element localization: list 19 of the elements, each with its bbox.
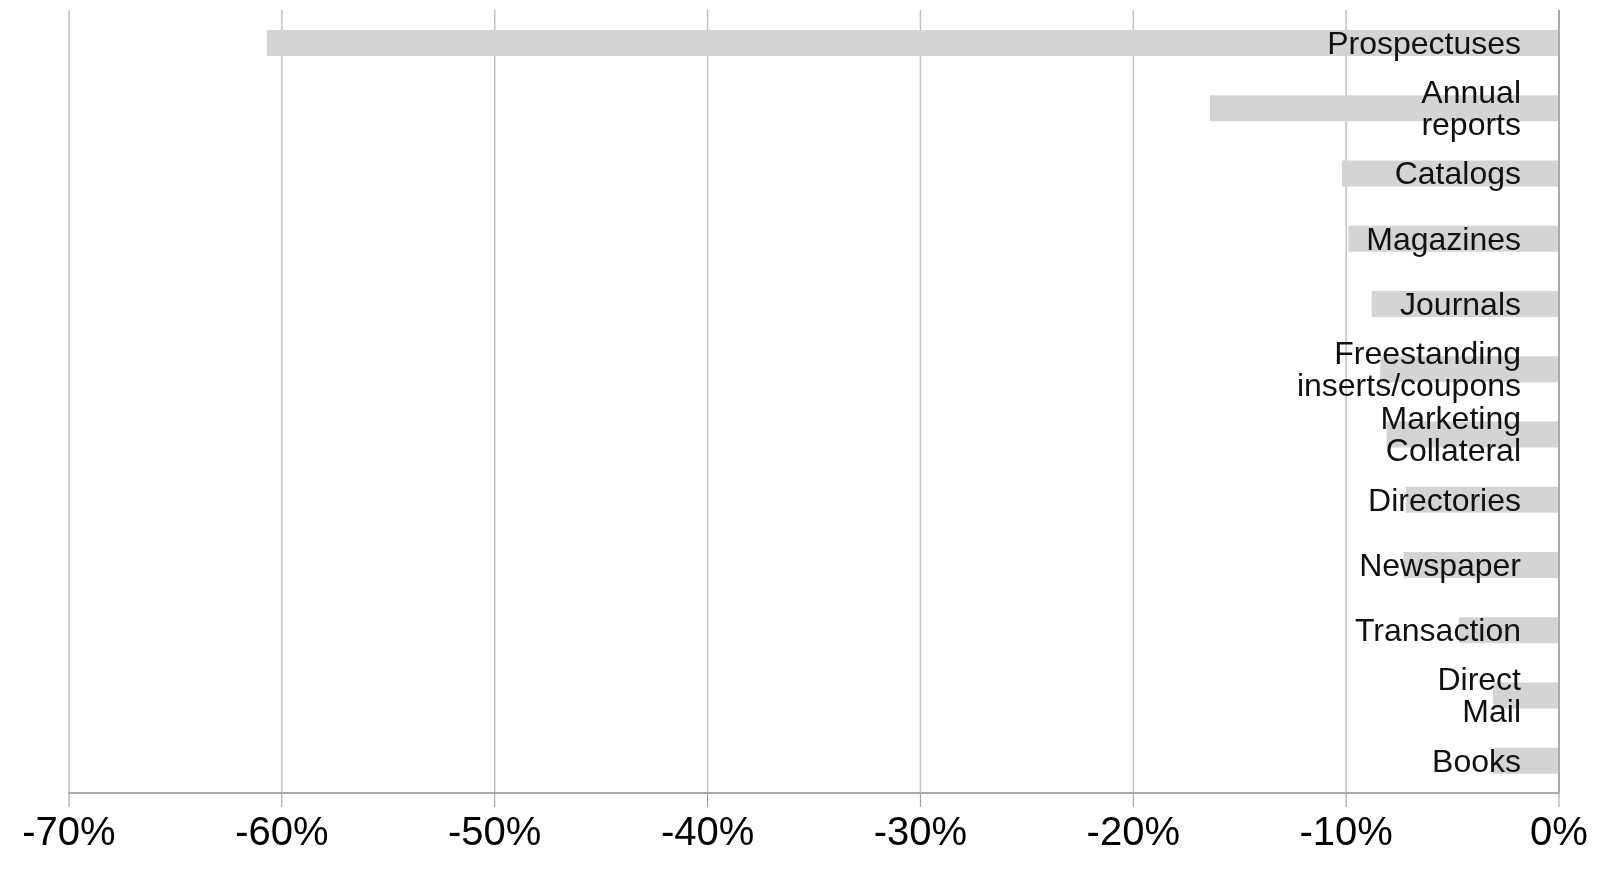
y-tick-label: Direct Mail bbox=[1437, 661, 1522, 730]
x-tick-label: -60% bbox=[235, 809, 329, 854]
x-tick-label: -10% bbox=[1299, 809, 1393, 854]
x-tick-label: -30% bbox=[873, 809, 968, 854]
x-tick-label: -40% bbox=[660, 809, 755, 854]
y-tick-label: Journals bbox=[1400, 285, 1521, 322]
x-tick-label: 0% bbox=[1530, 809, 1588, 854]
y-tick-label: Magazines bbox=[1366, 220, 1521, 257]
y-tick-label: Catalogs bbox=[1394, 155, 1521, 192]
x-tick-label: -20% bbox=[1086, 809, 1180, 854]
y-tick-label: Freestanding inserts/coupons bbox=[1296, 335, 1521, 404]
y-tick-label: Annual reports bbox=[1421, 74, 1521, 143]
y-tick-label: Directories bbox=[1368, 481, 1521, 518]
y-tick-label: Prospectuses bbox=[1327, 24, 1521, 61]
y-tick-label: Books bbox=[1432, 742, 1521, 779]
y-tick-label: Newspaper bbox=[1359, 546, 1522, 583]
x-tick-label: -50% bbox=[448, 809, 542, 854]
y-tick-label: Transaction bbox=[1355, 612, 1521, 649]
x-tick-label: -70% bbox=[22, 809, 116, 854]
